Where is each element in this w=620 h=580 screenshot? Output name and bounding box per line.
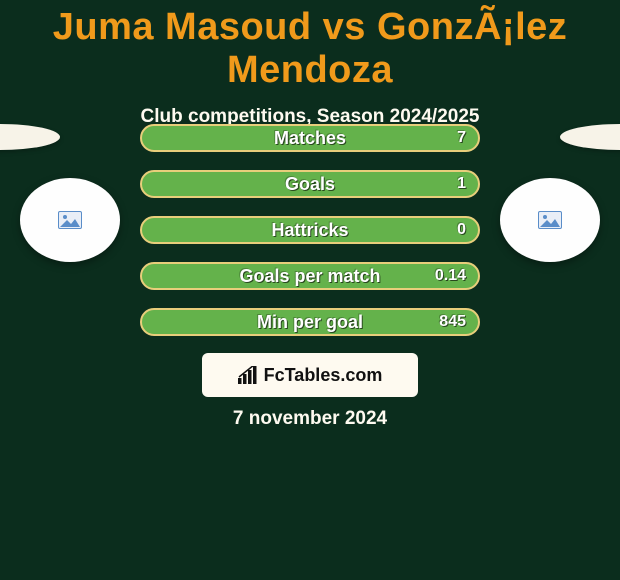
image-placeholder-icon bbox=[58, 211, 82, 229]
bar-chart-icon bbox=[238, 366, 260, 384]
player-avatar-left bbox=[20, 178, 120, 262]
stat-value-right: 1 bbox=[457, 175, 466, 193]
stat-row: Goals 1 bbox=[140, 170, 480, 198]
page-title: Juma Masoud vs GonzÃ¡lez Mendoza bbox=[0, 0, 620, 92]
stat-label: Matches bbox=[274, 128, 346, 149]
player-avatar-right bbox=[500, 178, 600, 262]
stat-value-right: 845 bbox=[439, 313, 466, 331]
stat-value-right: 7 bbox=[457, 129, 466, 147]
site-logo-text: FcTables.com bbox=[264, 365, 383, 386]
stat-value-right: 0.14 bbox=[435, 267, 466, 285]
stats-bars: Matches 7 Goals 1 Hattricks 0 Goals per … bbox=[140, 124, 480, 354]
stat-row: Goals per match 0.14 bbox=[140, 262, 480, 290]
stat-label: Hattricks bbox=[271, 220, 348, 241]
stat-label: Min per goal bbox=[257, 312, 363, 333]
site-logo: FcTables.com bbox=[202, 353, 418, 397]
stat-row: Min per goal 845 bbox=[140, 308, 480, 336]
image-placeholder-icon bbox=[538, 211, 562, 229]
comparison-card: Juma Masoud vs GonzÃ¡lez Mendoza Club co… bbox=[0, 0, 620, 580]
stat-value-right: 0 bbox=[457, 221, 466, 239]
snapshot-date: 7 november 2024 bbox=[0, 408, 620, 430]
stat-label: Goals bbox=[285, 174, 335, 195]
stat-row: Hattricks 0 bbox=[140, 216, 480, 244]
stat-label: Goals per match bbox=[239, 266, 380, 287]
stat-row: Matches 7 bbox=[140, 124, 480, 152]
